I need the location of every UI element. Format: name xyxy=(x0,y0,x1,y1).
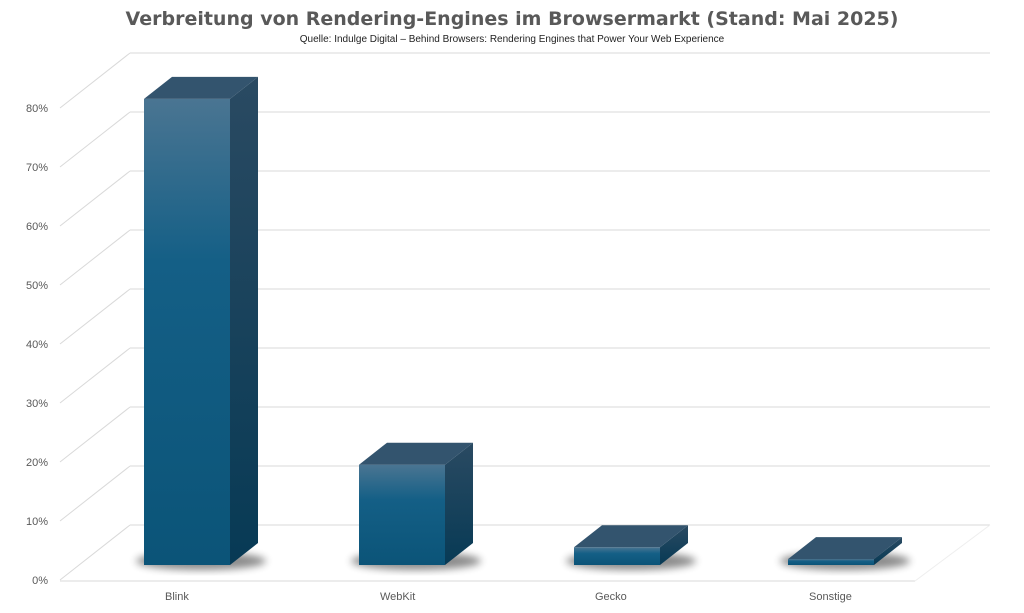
x-category-label: Gecko xyxy=(595,591,627,603)
floor-right-edge xyxy=(914,524,991,582)
gridline-diagonal xyxy=(59,170,131,227)
bar-sonstige xyxy=(780,537,910,570)
gridline-diagonal xyxy=(59,347,131,404)
gridline-diagonal xyxy=(59,524,131,581)
gridline-diagonal xyxy=(59,465,131,522)
gridline-diagonal xyxy=(59,288,131,345)
bars xyxy=(136,76,910,570)
gridline-diagonal xyxy=(59,406,131,463)
bar-side xyxy=(660,525,688,565)
y-tick-label: 20% xyxy=(26,457,48,469)
y-tick-label: 40% xyxy=(26,339,48,351)
bar-side xyxy=(874,537,902,565)
bar-front xyxy=(788,559,874,565)
chart-subtitle: Quelle: Indulge Digital – Behind Browser… xyxy=(299,34,725,45)
bar-webkit xyxy=(351,442,481,570)
y-tick-label: 50% xyxy=(26,280,48,292)
chart-title: Verbreitung von Rendering-Engines im Bro… xyxy=(125,8,899,30)
x-category-label: Blink xyxy=(165,591,189,603)
gridlines xyxy=(59,52,991,582)
bar-front xyxy=(144,98,230,566)
gridline-diagonal xyxy=(59,229,131,286)
bar-top xyxy=(574,525,688,548)
y-tick-label: 70% xyxy=(26,162,48,174)
bar-top xyxy=(359,442,473,465)
bar-front xyxy=(359,464,445,565)
x-category-label: Sonstige xyxy=(809,591,852,603)
bar-side xyxy=(445,442,473,565)
y-tick-label: 0% xyxy=(32,575,48,587)
y-tick-label: 30% xyxy=(26,398,48,410)
gridline-diagonal xyxy=(59,111,131,168)
bar-side xyxy=(230,76,258,566)
gridline-diagonal xyxy=(59,52,131,109)
bar-top xyxy=(144,76,258,99)
y-axis-ticks: 0% 10% 20% 30% 40% 50% 60% 70% 80% xyxy=(26,103,48,587)
y-tick-label: 60% xyxy=(26,221,48,233)
bar-top xyxy=(788,537,902,560)
bar-gecko xyxy=(566,525,696,570)
x-category-label: WebKit xyxy=(380,591,415,603)
x-axis-labels: Blink WebKit Gecko Sonstige xyxy=(165,591,852,603)
y-tick-label: 10% xyxy=(26,516,48,528)
bar-front xyxy=(574,547,660,565)
y-tick-label: 80% xyxy=(26,103,48,115)
bar-blink xyxy=(136,76,266,570)
